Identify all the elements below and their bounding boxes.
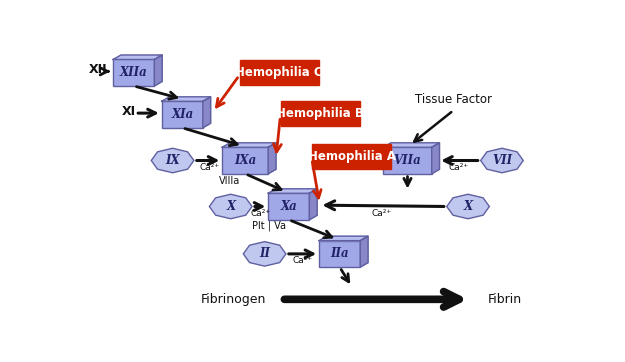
Text: VII: VII <box>492 154 512 167</box>
Polygon shape <box>113 55 162 59</box>
Polygon shape <box>309 189 317 220</box>
FancyBboxPatch shape <box>268 193 309 220</box>
Polygon shape <box>203 97 211 128</box>
Polygon shape <box>162 97 211 101</box>
Text: II: II <box>259 247 270 260</box>
Polygon shape <box>209 194 252 219</box>
FancyBboxPatch shape <box>162 101 203 128</box>
Text: VIIIa: VIIIa <box>219 176 241 186</box>
Text: Hemophilia A: Hemophilia A <box>308 150 396 163</box>
Polygon shape <box>222 143 276 147</box>
Text: Fibrin: Fibrin <box>488 293 521 306</box>
FancyBboxPatch shape <box>222 147 268 174</box>
Text: Fibrinogen: Fibrinogen <box>201 293 266 306</box>
Text: Plt | Va: Plt | Va <box>253 221 286 231</box>
Text: IIa: IIa <box>331 247 349 260</box>
FancyBboxPatch shape <box>239 60 319 85</box>
FancyBboxPatch shape <box>319 241 360 267</box>
Polygon shape <box>151 148 194 173</box>
Polygon shape <box>447 194 489 219</box>
Text: XI: XI <box>122 105 136 118</box>
Polygon shape <box>360 236 368 267</box>
FancyBboxPatch shape <box>312 144 391 169</box>
Polygon shape <box>243 241 286 266</box>
Text: XII: XII <box>89 63 107 76</box>
Polygon shape <box>432 143 439 174</box>
Text: IXa: IXa <box>234 154 256 167</box>
FancyBboxPatch shape <box>113 59 154 86</box>
Text: Hemophilia B: Hemophilia B <box>276 107 364 120</box>
FancyBboxPatch shape <box>383 147 432 174</box>
Text: Ca²⁺: Ca²⁺ <box>199 163 219 172</box>
Text: Tissue Factor: Tissue Factor <box>415 93 492 106</box>
Polygon shape <box>383 143 439 147</box>
Polygon shape <box>268 143 276 174</box>
Text: Ca²⁺: Ca²⁺ <box>372 209 392 218</box>
Text: XIIa: XIIa <box>120 66 148 79</box>
Polygon shape <box>268 189 317 193</box>
Polygon shape <box>319 236 368 241</box>
Text: VIIa: VIIa <box>394 154 421 167</box>
Text: X: X <box>464 200 472 213</box>
Polygon shape <box>481 148 523 173</box>
Text: IX: IX <box>165 154 180 167</box>
Polygon shape <box>154 55 162 86</box>
FancyBboxPatch shape <box>281 101 360 126</box>
Text: Ca²⁺: Ca²⁺ <box>250 209 270 218</box>
Text: Hemophilia C: Hemophilia C <box>236 66 323 79</box>
Text: Ca²⁺: Ca²⁺ <box>292 256 312 265</box>
Text: XIa: XIa <box>171 108 193 121</box>
Text: Xa: Xa <box>281 200 298 213</box>
Text: Ca²⁺: Ca²⁺ <box>448 163 468 172</box>
Text: X: X <box>226 200 235 213</box>
